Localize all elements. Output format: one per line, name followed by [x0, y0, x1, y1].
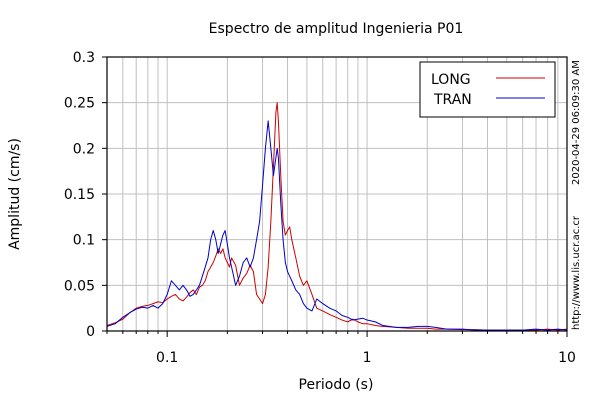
y-axis-label: Amplitud (cm/s): [7, 138, 23, 250]
series-line-long: [106, 102, 568, 331]
y-tick-label: 0.15: [64, 187, 95, 203]
legend: LONG TRAN: [419, 61, 556, 118]
legend-box: [419, 61, 556, 118]
plot-frame: [106, 56, 568, 332]
x-axis-label: Periodo (s): [299, 377, 374, 393]
y-tick-label: 0.1: [73, 233, 95, 249]
series-layer: [106, 102, 568, 331]
axis-ticks: 0 0.05 0.1 0.15 0.2 0.25 0.3 0.1 1 10: [64, 50, 576, 366]
chart-title: Espectro de amplitud Ingenieria P01: [209, 21, 464, 37]
y-tick-label: 0.3: [73, 50, 95, 66]
timestamp-annotation: 2020-04-29 06:09:30 AM: [571, 60, 582, 185]
x-tick-label: 1: [363, 350, 372, 366]
y-tick-label: 0.25: [64, 96, 95, 112]
y-tick-label: 0.05: [64, 278, 95, 294]
x-tick-label: 10: [558, 350, 576, 366]
legend-label-long: LONG: [431, 72, 471, 88]
legend-label-tran: TRAN: [433, 92, 472, 108]
x-tick-label: 0.1: [156, 350, 178, 366]
series-line-tran: [106, 120, 568, 331]
y-tick-label: 0.2: [73, 141, 95, 157]
source-url-annotation: http://www.lis.ucr.ac.cr: [571, 215, 582, 330]
y-tick-label: 0: [86, 324, 95, 340]
